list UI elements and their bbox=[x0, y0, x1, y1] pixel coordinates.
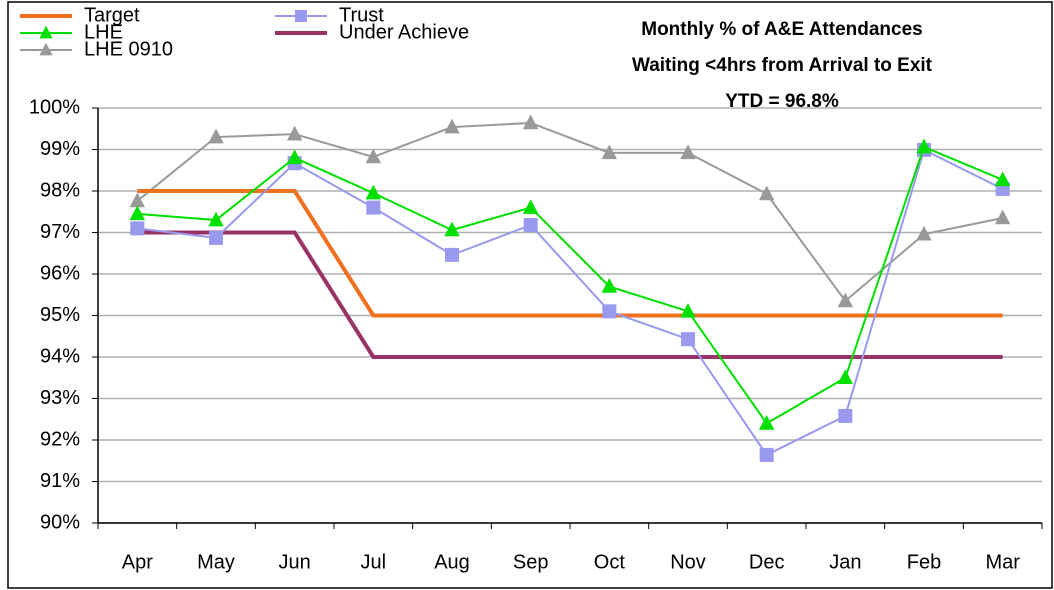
data-point bbox=[758, 185, 775, 201]
y-tick-label: 98% bbox=[40, 179, 80, 201]
x-tick-label: Sep bbox=[513, 551, 549, 573]
series-line bbox=[137, 230, 1003, 359]
y-tick-label: 90% bbox=[40, 511, 80, 533]
x-tick-label: Jan bbox=[829, 551, 861, 573]
data-point bbox=[209, 230, 223, 245]
chart-title: YTD = 96.8% bbox=[725, 91, 839, 112]
legend-label: LHE bbox=[84, 21, 123, 43]
data-point bbox=[680, 144, 696, 160]
data-point bbox=[838, 408, 853, 423]
data-point bbox=[129, 205, 146, 221]
legend-marker bbox=[39, 42, 53, 56]
x-tick-label: Jul bbox=[361, 551, 387, 573]
data-point bbox=[523, 218, 538, 233]
data-point bbox=[601, 278, 618, 293]
data-point bbox=[994, 209, 1011, 225]
legend-label: LHE 0910 bbox=[84, 38, 173, 60]
legend-label: Under Achieve bbox=[339, 21, 469, 43]
x-tick-label: Dec bbox=[749, 551, 785, 573]
data-point bbox=[680, 302, 696, 318]
x-tick-label: Apr bbox=[122, 551, 153, 573]
data-point bbox=[208, 211, 224, 227]
chart-title: Waiting <4hrs from Arrival to Exit bbox=[632, 55, 933, 76]
data-point bbox=[601, 144, 618, 160]
data-point bbox=[445, 247, 459, 262]
data-point bbox=[286, 149, 303, 165]
y-tick-label: 99% bbox=[40, 138, 80, 160]
data-point bbox=[994, 171, 1011, 187]
data-point bbox=[916, 225, 932, 241]
data-point bbox=[837, 369, 854, 385]
x-tick-label: Nov bbox=[670, 551, 706, 573]
chart-title: Monthly % of A&E Attendances bbox=[641, 19, 923, 40]
data-point bbox=[366, 200, 381, 215]
x-tick-label: Oct bbox=[594, 551, 626, 573]
x-tick-label: Mar bbox=[985, 551, 1020, 573]
chart-frame bbox=[7, 1, 1053, 589]
data-point bbox=[759, 447, 774, 462]
legend-label: Target bbox=[84, 4, 140, 26]
x-tick-label: Feb bbox=[907, 551, 941, 573]
data-point bbox=[365, 184, 382, 200]
series-line bbox=[137, 189, 1003, 318]
data-point bbox=[916, 138, 932, 154]
legend-marker bbox=[295, 10, 307, 22]
data-point bbox=[208, 128, 224, 144]
data-point bbox=[602, 304, 617, 319]
legend-label: Trust bbox=[339, 4, 384, 26]
x-tick-label: May bbox=[197, 551, 235, 573]
y-tick-label: 92% bbox=[40, 428, 80, 450]
y-tick-label: 94% bbox=[40, 345, 80, 367]
data-point bbox=[522, 199, 539, 214]
y-tick-label: 96% bbox=[40, 262, 80, 284]
data-point bbox=[130, 221, 145, 236]
series-line bbox=[137, 148, 1004, 457]
x-tick-label: Jun bbox=[279, 551, 311, 573]
data-point bbox=[758, 415, 775, 430]
y-tick-label: 93% bbox=[40, 387, 80, 409]
data-point bbox=[365, 148, 382, 164]
y-tick-label: 100% bbox=[29, 96, 80, 118]
data-point bbox=[129, 192, 146, 208]
series-line bbox=[136, 121, 1003, 303]
data-point bbox=[444, 221, 460, 237]
data-point bbox=[286, 125, 303, 141]
y-tick-label: 95% bbox=[40, 304, 80, 326]
data-point bbox=[522, 114, 539, 130]
legend-marker bbox=[39, 25, 53, 39]
data-point bbox=[444, 118, 460, 134]
y-tick-label: 91% bbox=[40, 470, 80, 492]
series-line bbox=[137, 145, 1004, 425]
y-tick-label: 97% bbox=[40, 221, 80, 243]
data-point bbox=[681, 332, 695, 347]
data-point bbox=[837, 292, 854, 308]
x-tick-label: Aug bbox=[434, 551, 470, 573]
